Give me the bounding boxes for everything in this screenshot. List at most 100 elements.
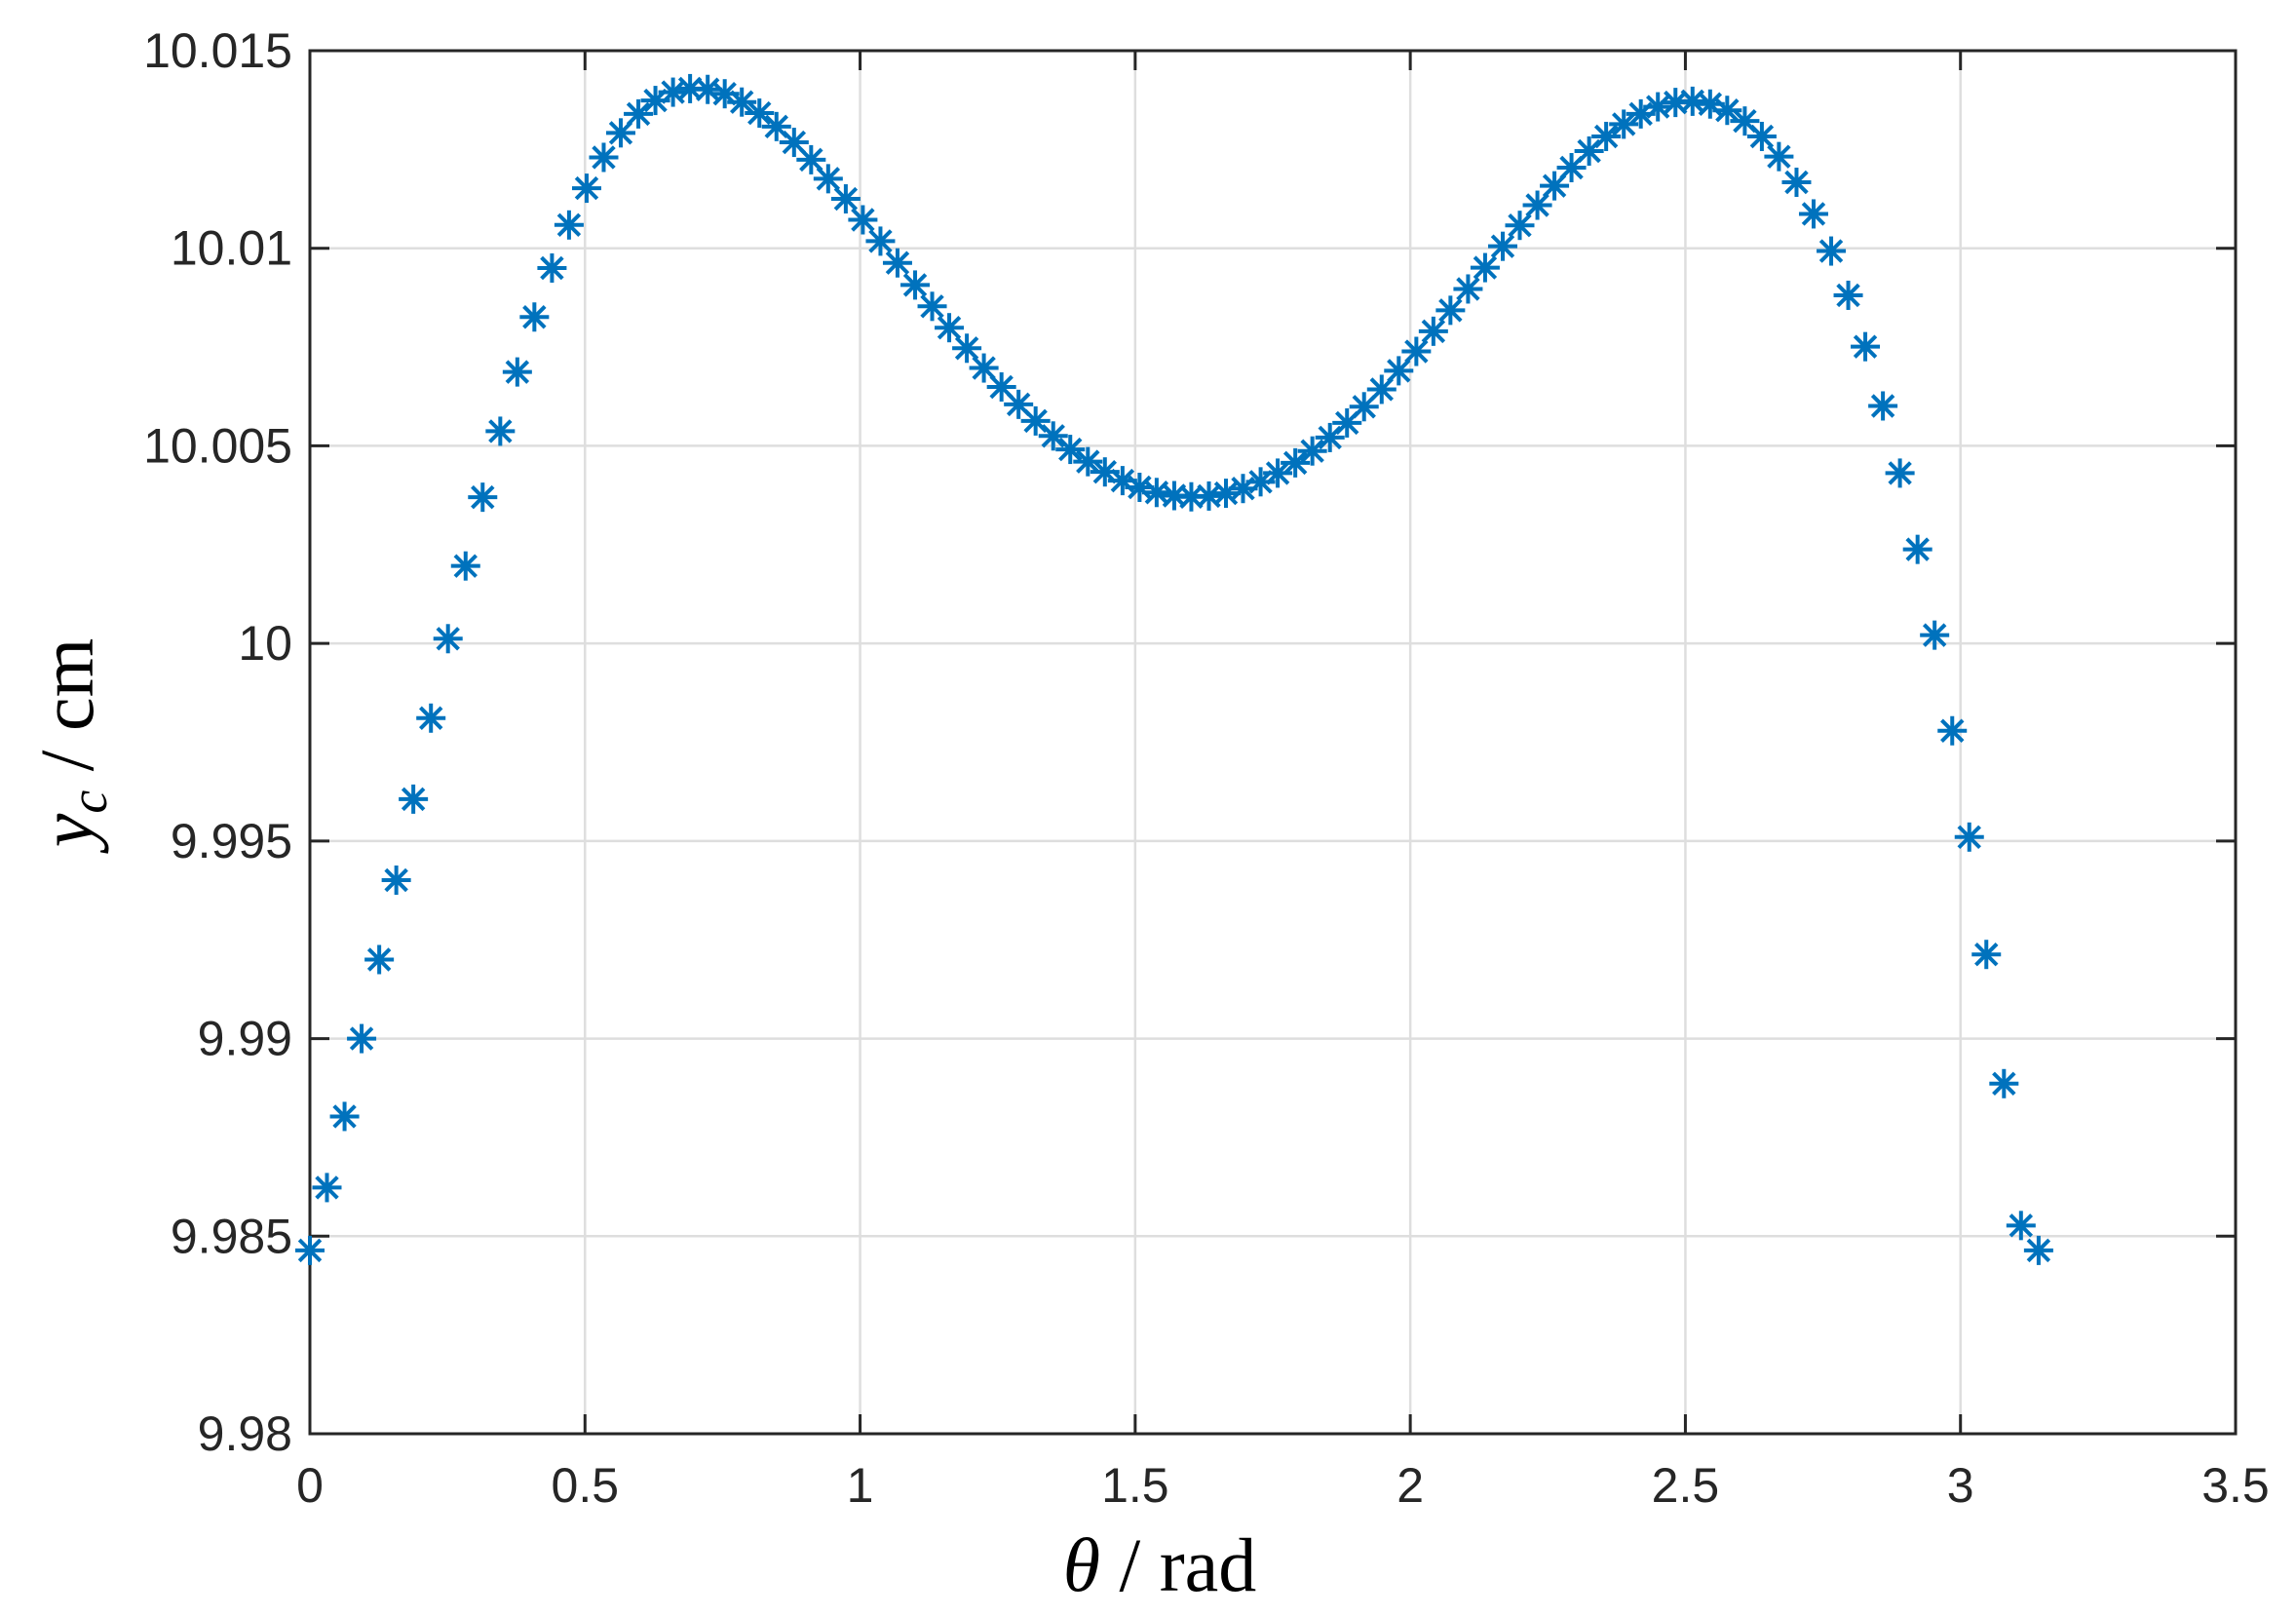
data-point <box>1453 274 1483 304</box>
data-point <box>1851 331 1881 362</box>
y-tick-label: 9.995 <box>171 814 292 868</box>
data-point <box>1591 121 1622 151</box>
data-point <box>1522 190 1552 220</box>
data-point <box>1004 389 1034 419</box>
data-point <box>1798 199 1828 229</box>
y-tick-label: 10.005 <box>143 418 292 473</box>
data-point <box>1281 447 1311 478</box>
data-point <box>848 205 878 235</box>
x-tick-labels: 0 0.5 1 1.5 2 2.5 3 3.5 <box>296 1458 2270 1513</box>
data-point <box>1418 316 1448 346</box>
data-point <box>830 184 861 214</box>
data-point <box>969 353 999 383</box>
data-point <box>917 291 947 322</box>
x-axis-symbol: θ <box>1063 1522 1100 1607</box>
y-tick-label: 9.99 <box>198 1012 292 1066</box>
y-axis-subscript: c <box>59 790 118 814</box>
data-point <box>624 98 654 129</box>
data-point <box>502 357 532 387</box>
data-point <box>1435 295 1466 326</box>
data-point <box>1401 336 1432 366</box>
data-point <box>865 226 896 256</box>
data-markers <box>295 73 2053 1265</box>
data-point <box>1263 458 1293 488</box>
data-point <box>1868 391 1898 421</box>
data-point <box>900 270 931 300</box>
grid-lines <box>308 49 2238 1436</box>
plot-border <box>308 49 2238 1436</box>
data-point <box>693 74 723 104</box>
x-tick-label: 3.5 <box>2201 1458 2270 1513</box>
data-point <box>1902 534 1932 564</box>
data-point <box>519 302 550 332</box>
data-point <box>1712 96 1742 126</box>
x-tick-label: 1 <box>847 1458 874 1513</box>
data-point <box>1885 458 1915 488</box>
data-point <box>1297 436 1327 466</box>
data-point <box>675 73 706 103</box>
data-point <box>1470 252 1500 283</box>
data-point <box>1038 421 1068 451</box>
data-point <box>347 1023 377 1054</box>
data-point <box>433 624 463 654</box>
data-point <box>381 865 411 895</box>
y-axis-unit: / cm <box>24 638 109 790</box>
data-point <box>589 142 619 173</box>
data-point <box>450 551 480 581</box>
data-point <box>1540 171 1570 201</box>
y-axis-label: yc / cm <box>24 638 118 855</box>
data-point <box>727 87 757 117</box>
data-point <box>935 313 965 343</box>
data-point <box>571 173 601 204</box>
data-point <box>779 128 809 158</box>
data-point <box>416 703 446 733</box>
y-axis-symbol: y <box>24 813 109 854</box>
y-tick-label: 10.01 <box>171 221 292 276</box>
data-point <box>796 144 826 174</box>
data-point <box>399 784 429 814</box>
data-point <box>1505 211 1535 241</box>
data-point <box>468 482 498 513</box>
data-point <box>1971 940 2002 970</box>
data-point <box>329 1101 360 1132</box>
data-point <box>1937 715 1968 746</box>
data-point <box>952 333 982 364</box>
data-point <box>1384 356 1414 386</box>
data-point <box>1954 822 1984 852</box>
data-point <box>1781 168 1812 198</box>
y-tick-label: 10 <box>238 616 292 671</box>
data-point <box>485 416 516 446</box>
x-tick-label: 2.5 <box>1652 1458 1720 1513</box>
data-point <box>537 252 567 283</box>
data-point <box>1817 236 1847 266</box>
data-point <box>1366 374 1397 404</box>
data-point <box>1989 1068 2019 1098</box>
data-point <box>1746 121 1777 151</box>
data-point <box>364 944 395 975</box>
y-tick-label: 9.98 <box>198 1406 292 1461</box>
data-point <box>882 248 912 278</box>
data-point <box>554 210 584 240</box>
x-tick-label: 0 <box>296 1458 324 1513</box>
data-point <box>745 98 775 129</box>
y-tick-label: 9.985 <box>171 1209 292 1263</box>
data-point <box>295 1235 325 1265</box>
data-point <box>1833 280 1863 310</box>
x-tick-label: 2 <box>1397 1458 1424 1513</box>
x-tick-label: 3 <box>1947 1458 1974 1513</box>
y-tick-labels: 9.98 9.985 9.99 9.995 10 10.005 10.01 10.015 <box>143 23 292 1461</box>
data-point <box>1920 620 1950 650</box>
data-point <box>1764 141 1794 172</box>
data-point <box>1073 446 1103 477</box>
data-point <box>1643 92 1673 122</box>
data-point <box>1609 109 1639 139</box>
data-point <box>312 1173 342 1203</box>
data-point <box>1487 231 1517 261</box>
data-point <box>1055 435 1086 465</box>
data-point <box>2023 1235 2053 1265</box>
x-tick-label: 1.5 <box>1101 1458 1169 1513</box>
data-point <box>813 164 843 194</box>
y-tick-label: 10.015 <box>143 23 292 78</box>
x-axis-unit: / rad <box>1100 1522 1256 1607</box>
